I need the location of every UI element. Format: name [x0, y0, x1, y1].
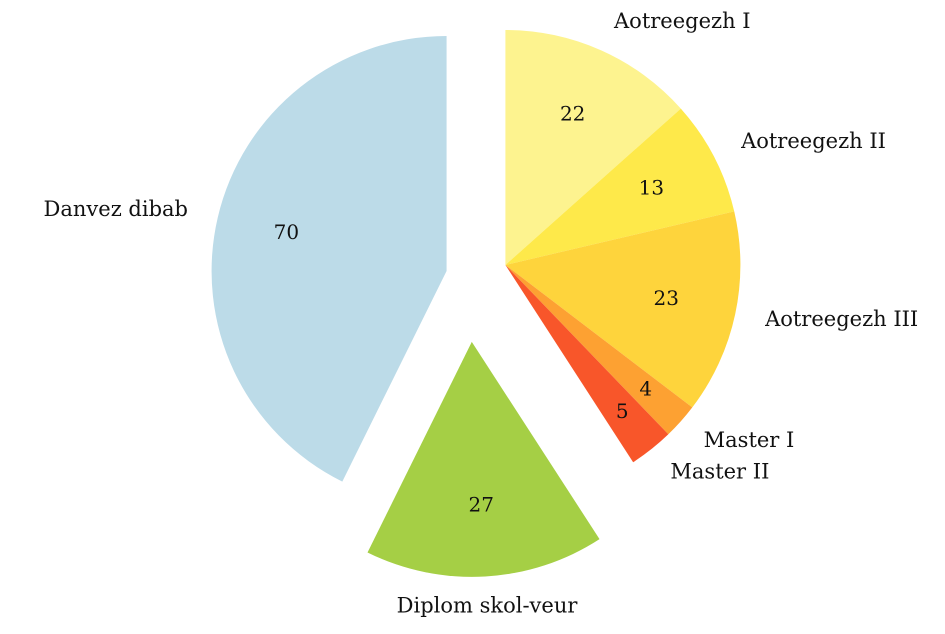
- value-label: 5: [616, 399, 629, 423]
- value-label: 22: [560, 101, 585, 125]
- value-label: 27: [469, 493, 494, 517]
- category-label: Aotreegezh III: [764, 307, 918, 331]
- pie-slice: [505, 211, 741, 408]
- category-label: Aotreegezh I: [613, 9, 751, 33]
- pie-slice: [505, 29, 681, 265]
- value-label: 13: [639, 176, 664, 200]
- category-label: Aotreegezh II: [740, 129, 886, 153]
- pie-slice: [367, 341, 600, 577]
- pie-slice: [505, 264, 693, 435]
- category-label: Master II: [670, 460, 769, 484]
- category-label: Diplom skol-veur: [397, 594, 579, 618]
- category-label: Danvez dibab: [44, 197, 188, 221]
- value-label: 23: [654, 286, 679, 310]
- pie-slice: [505, 108, 735, 265]
- value-label: 70: [274, 220, 299, 244]
- pie-slice: [505, 264, 669, 463]
- pie-slice: [211, 35, 447, 482]
- category-label: Master I: [704, 428, 795, 452]
- value-label: 4: [639, 377, 652, 401]
